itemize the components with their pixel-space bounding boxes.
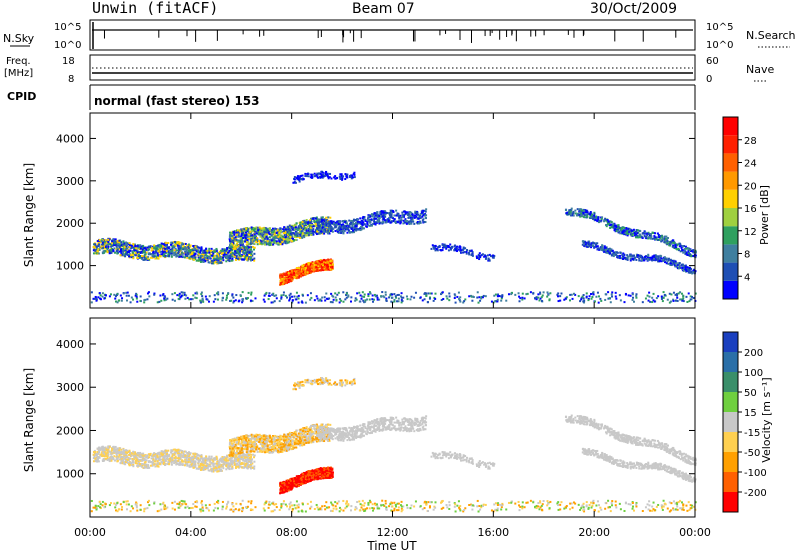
freq-unit: [MHz]: [4, 68, 33, 79]
power-ylabel: Slant Range [km]: [22, 163, 36, 267]
station-title: Unwin (fitACF): [92, 0, 218, 17]
power-y-axis: 1000 2000 3000 4000: [56, 132, 695, 273]
colorbar-segment: [723, 280, 738, 299]
nsky-panel: N.Sky 10^5 10^0 10^5 10^0 N.Search: [3, 19, 796, 51]
nsearch-tick-bottom: 10^0: [706, 40, 733, 51]
x-axis-label: Time UT: [366, 539, 417, 553]
colorbar-tick: 200: [744, 348, 763, 359]
nsky-trace: [92, 22, 693, 49]
freq-tick-top: 18: [62, 56, 75, 67]
velocity-y-axis: 1000 2000 3000 4000: [56, 338, 695, 481]
date-label: 30/Oct/2009: [590, 1, 677, 17]
cpid-row: CPID normal (fast stereo) 153: [7, 84, 696, 110]
colorbar-tick: 20: [744, 181, 757, 192]
freq-label: Freq.: [6, 56, 31, 67]
colorbar-tick: -15: [744, 428, 760, 439]
cpid-label: CPID: [7, 90, 36, 103]
colorbar-segment: [723, 352, 738, 372]
colorbar-segment: [723, 332, 738, 352]
colorbar-tick: 24: [744, 159, 757, 170]
power-scatter: [90, 170, 697, 304]
colorbar-segment: [723, 372, 738, 392]
colorbar-segment: [723, 117, 738, 136]
colorbar-segment: [723, 492, 738, 512]
velocity-colorbar-label: Velocity [m s⁻¹]: [760, 377, 773, 462]
colorbar-segment: [723, 208, 738, 227]
freq-tick-bottom: 8: [68, 74, 74, 85]
colorbar-segment: [723, 226, 738, 245]
nsky-tick-bottom: 10^0: [54, 40, 81, 51]
power-colorbar: 4 8 12 16 20 24 28: [722, 116, 757, 300]
colorbar-tick: 12: [744, 227, 757, 238]
cpid-value: normal (fast stereo) 153: [94, 94, 260, 108]
nave-tick-bottom: 0: [706, 74, 712, 85]
x-tick-label: 12:00: [377, 526, 409, 539]
colorbar-segment: [723, 244, 738, 263]
colorbar-tick: 50: [744, 388, 757, 399]
beam-label: Beam 07: [352, 1, 415, 17]
nsky-tick-top: 10^5: [54, 22, 81, 33]
colorbar-tick: 8: [744, 250, 750, 261]
x-tick-label: 04:00: [175, 526, 207, 539]
x-tick-label: 20:00: [578, 526, 610, 539]
y-tick-label: 1000: [56, 260, 84, 273]
colorbar-segment: [723, 472, 738, 492]
y-tick-label: 4000: [56, 132, 84, 145]
colorbar-segment: [723, 153, 738, 172]
colorbar-segment: [723, 432, 738, 452]
y-tick-label: 1000: [56, 468, 84, 481]
time-x-axis: 00:00 04:00 08:00 12:00 16:00 20:00 00:00: [74, 113, 711, 539]
colorbar-segment: [723, 262, 738, 281]
colorbar-tick: 28: [744, 136, 757, 147]
x-tick-label: 00:00: [74, 526, 106, 539]
colorbar-tick: -200: [744, 488, 767, 499]
colorbar-tick: 100: [744, 368, 763, 379]
y-tick-label: 4000: [56, 338, 84, 351]
power-panel: 1000 2000 3000 4000 Slant Range [km] 4 8 12 16…: [22, 112, 771, 309]
colorbar-segment: [723, 135, 738, 154]
colorbar-segment: [723, 392, 738, 412]
colorbar-segment: [723, 412, 738, 432]
colorbar-tick: 4: [744, 272, 750, 283]
nsearch-tick-top: 10^5: [706, 22, 733, 33]
x-tick-label: 08:00: [276, 526, 308, 539]
colorbar-tick: -100: [744, 468, 767, 479]
velocity-scatter: [90, 376, 697, 513]
colorbar-tick: 15: [744, 408, 757, 419]
freq-panel: Freq. [MHz] 18 8 60 0 Nave: [4, 54, 774, 85]
colorbar-segment: [723, 171, 738, 190]
nave-label: Nave: [746, 63, 774, 76]
nsky-label: N.Sky: [3, 32, 35, 45]
nave-tick-top: 60: [706, 56, 719, 67]
velocity-ylabel: Slant Range [km]: [22, 368, 36, 472]
y-tick-label: 3000: [56, 381, 84, 394]
colorbar-segment: [723, 452, 738, 472]
velocity-panel: 1000 2000 3000 4000 Slant Range [km] -200 -1…: [22, 317, 773, 518]
power-colorbar-label: Power [dB]: [758, 185, 771, 245]
x-tick-label: 00:00: [679, 526, 711, 539]
x-tick-label: 16:00: [477, 526, 509, 539]
velocity-colorbar: -200 -100 -50 -15 15 50 100 200: [722, 331, 767, 513]
y-tick-label: 2000: [56, 424, 84, 437]
colorbar-tick: -50: [744, 448, 760, 459]
y-tick-label: 3000: [56, 175, 84, 188]
y-tick-label: 2000: [56, 217, 84, 230]
colorbar-segment: [723, 189, 738, 208]
nsearch-label: N.Search: [746, 29, 796, 42]
colorbar-tick: 16: [744, 204, 757, 215]
